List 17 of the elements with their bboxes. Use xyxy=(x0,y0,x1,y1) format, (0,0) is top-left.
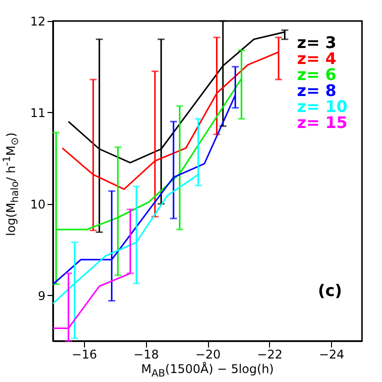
x-tick-label: −22 xyxy=(257,348,282,362)
series-label: z= 3 xyxy=(297,33,336,52)
text: z= 8 xyxy=(297,81,336,100)
annotation: (c) xyxy=(318,281,342,300)
y-tick-label: 10 xyxy=(30,197,46,212)
y-tick-label: 12 xyxy=(30,14,46,28)
x-tick-label: −16 xyxy=(72,348,98,362)
x-axis-title: M$_{AB}$(1500Å) − 5log(h) xyxy=(140,362,275,382)
y-tick-label: 9 xyxy=(38,288,46,303)
x-tick-label: −20 xyxy=(195,348,221,362)
y-tick-label: 11 xyxy=(30,106,46,120)
x-tick-label: −18 xyxy=(134,348,159,362)
text: z= 15 xyxy=(297,113,348,132)
series-label: z= 4 xyxy=(297,49,336,68)
text: z= 6 xyxy=(297,65,336,84)
text: z= 10 xyxy=(297,97,348,116)
x-tick-label: −24 xyxy=(318,348,344,362)
